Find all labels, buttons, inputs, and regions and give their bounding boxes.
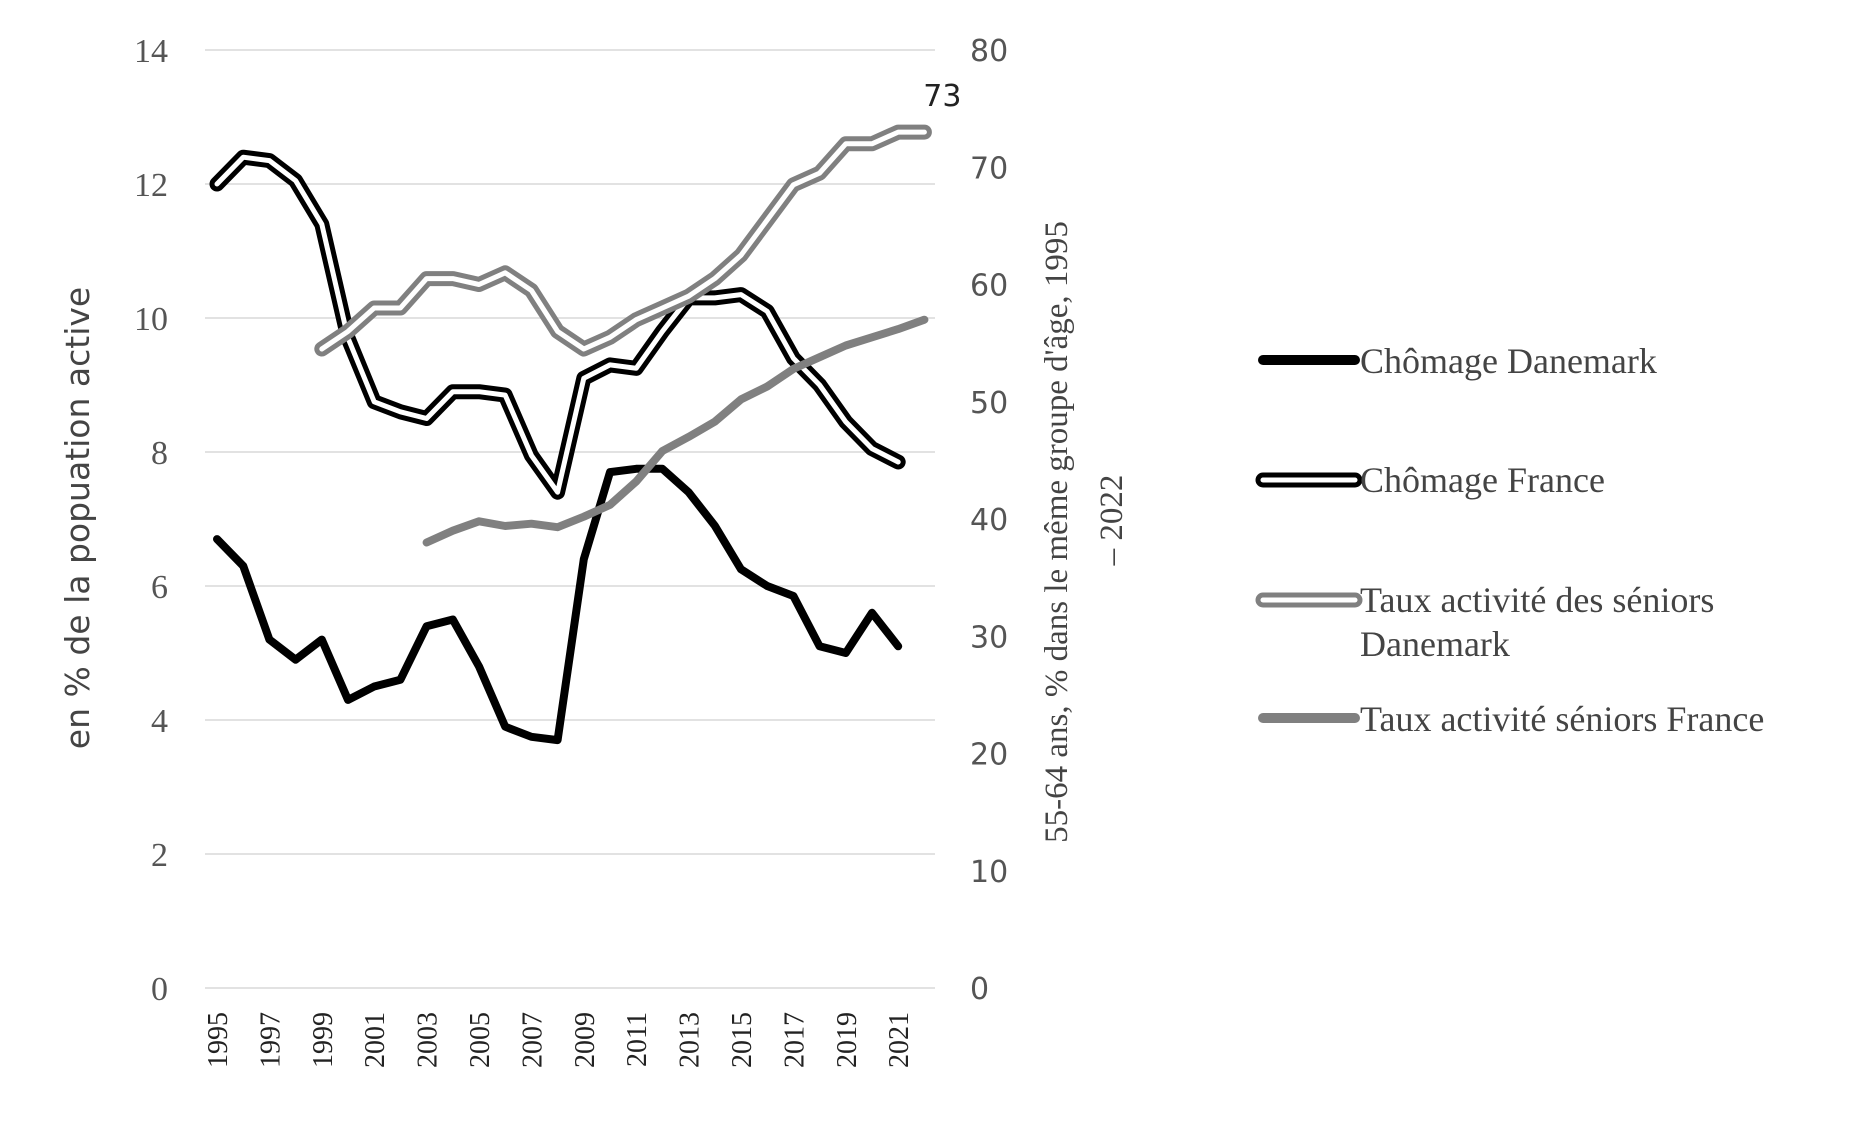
right-tick-60: 60 <box>970 269 1008 304</box>
left-tick-8: 8 <box>151 435 168 472</box>
right-axis-ticks: 0 10 20 30 40 50 60 70 80 <box>970 34 1008 1007</box>
left-tick-14: 14 <box>134 33 168 70</box>
right-tick-80: 80 <box>970 34 1008 69</box>
annotation-73: 73 <box>923 79 961 114</box>
x-tick-1995: 1995 <box>203 1012 234 1068</box>
right-tick-20: 20 <box>970 738 1008 773</box>
x-tick-2015: 2015 <box>727 1012 758 1068</box>
right-tick-40: 40 <box>970 503 1008 538</box>
left-tick-4: 4 <box>151 703 168 740</box>
left-tick-6: 6 <box>151 569 168 606</box>
left-tick-12: 12 <box>134 167 168 204</box>
right-tick-50: 50 <box>970 386 1008 421</box>
x-tick-1997: 1997 <box>255 1012 286 1068</box>
x-tick-2001: 2001 <box>360 1012 391 1068</box>
legend: Chômage Danemark Chômage France Taux act… <box>1255 341 1764 739</box>
right-tick-10: 10 <box>970 855 1008 890</box>
left-tick-2: 2 <box>151 837 168 874</box>
x-tick-2003: 2003 <box>413 1012 444 1068</box>
x-tick-2009: 2009 <box>570 1012 601 1068</box>
x-tick-2005: 2005 <box>465 1012 496 1068</box>
series-lines <box>209 124 932 745</box>
right-axis-label-line-2: – 2022 <box>1094 475 1130 567</box>
left-tick-0: 0 <box>151 971 168 1008</box>
legend-item-taux-seniors-france: Taux activité séniors France <box>1258 699 1764 739</box>
legend-label-chomage-danemark: Chômage Danemark <box>1360 341 1657 381</box>
x-tick-2017: 2017 <box>779 1012 810 1068</box>
right-axis-label-line-1: 55-64 ans, % dans le même groupe d'âge, … <box>1039 221 1075 843</box>
x-tick-1999: 1999 <box>308 1012 339 1068</box>
x-tick-2013: 2013 <box>675 1012 706 1068</box>
legend-label-taux-seniors-danemark-line-2: Danemark <box>1360 624 1510 664</box>
right-tick-30: 30 <box>970 620 1008 655</box>
legend-label-taux-seniors-france: Taux activité séniors France <box>1360 699 1764 739</box>
x-tick-2011: 2011 <box>622 1012 653 1067</box>
legend-item-taux-seniors-danemark: Taux activité des séniors Danemark <box>1255 580 1714 664</box>
left-axis-ticks: 0 2 4 6 8 10 12 14 <box>134 33 168 1008</box>
legend-label-taux-seniors-danemark-line-1: Taux activité des séniors <box>1360 580 1714 620</box>
right-tick-0: 0 <box>970 972 989 1007</box>
left-tick-10: 10 <box>134 301 168 338</box>
series-chomage-france-fill <box>214 154 901 495</box>
series-taux-activite-des-seniors-danemark-outline <box>314 124 932 357</box>
series-chomage-danemark <box>213 464 903 745</box>
right-tick-70: 70 <box>970 151 1008 186</box>
legend-item-chomage-france: Chômage France <box>1255 460 1605 500</box>
legend-label-chomage-france: Chômage France <box>1360 460 1605 500</box>
x-tick-2021: 2021 <box>884 1012 915 1068</box>
legend-item-chomage-danemark: Chômage Danemark <box>1258 341 1657 381</box>
x-tick-2019: 2019 <box>832 1012 863 1068</box>
x-tick-2007: 2007 <box>517 1012 548 1068</box>
series-taux-activite-seniors-france <box>422 315 929 547</box>
series-taux-activite-des-seniors-danemark-fill <box>319 129 927 352</box>
x-axis-ticks: 1995 1997 1999 2001 2003 2005 2007 2009 2011 2013… <box>203 1012 915 1068</box>
left-axis-label: en % de la popuation active <box>58 287 97 749</box>
